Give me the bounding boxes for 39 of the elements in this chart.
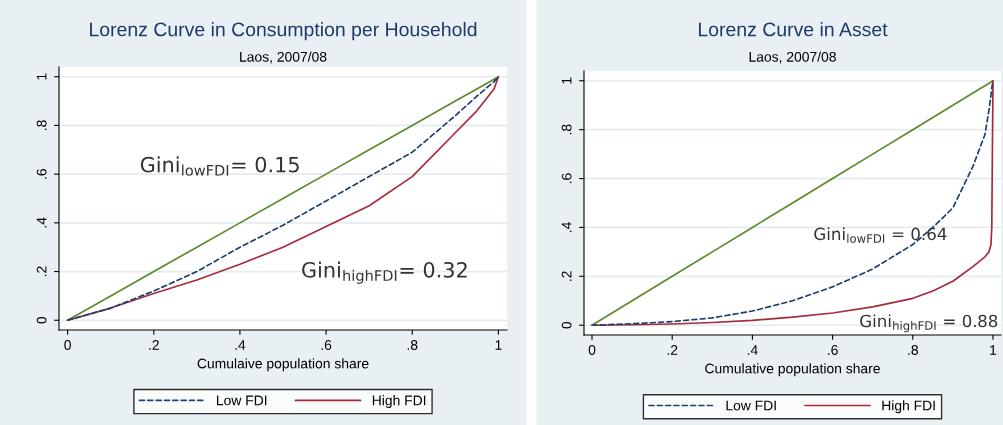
x-tick-label: .4 [235,340,246,350]
legend-label: Low FDI [726,400,776,411]
y-tick-label: 0 [561,321,572,329]
annotation: Gini$_{lowFDI}$= 0.15 [140,156,299,176]
x-tick-label: .2 [149,340,159,350]
x-axis-title: Cumulaive population share [197,358,369,372]
y-tick-label: .6 [36,168,47,179]
legend-label: Low FDI [217,395,267,406]
annotation: Gini$_{lowFDI}$ = 0.64 [814,227,947,243]
y-tick-label: .8 [36,120,47,130]
x-tick-label: 0 [588,345,596,355]
y-tick-label: .4 [561,222,572,232]
x-tick-label: .6 [828,345,838,355]
y-tick-label: .8 [561,124,572,135]
x-tick-label: .8 [908,345,918,355]
legend-label: High FDI [372,395,426,409]
x-tick-label: 1 [990,345,997,355]
y-tick-label: 1 [561,77,572,84]
x-tick-label: .2 [667,345,678,355]
y-tick-label: 0 [36,316,47,324]
x-tick-label: .4 [747,345,758,355]
annotation: Gini$_{highFDI}$= 0.32 [302,261,467,284]
chart-title: Lorenz Curve in Consumption per Household [90,22,477,41]
line-series [66,75,500,322]
legend-label: High FDI [882,400,935,414]
y-tick-label: .6 [561,173,572,184]
y-tick-label: .4 [36,217,47,228]
x-tick-label: 1 [495,340,502,350]
x-tick-label: 0 [64,340,71,350]
chart-subtitle: Laos, 2007/08 [240,51,327,64]
y-tick-label: .2 [36,266,47,277]
x-tick-label: .8 [407,340,418,350]
y-tick-label: .2 [561,271,572,281]
x-tick-label: .6 [321,340,332,350]
chart-title: Lorenz Curve in Asset [698,22,888,37]
chart-subtitle: Laos, 2007/08 [749,51,836,64]
annotation: Gini$_{highFDI}$ = 0.88 [860,314,998,333]
x-axis-title: Cumulative population share [705,363,880,377]
y-tick-label: 1 [36,73,47,80]
